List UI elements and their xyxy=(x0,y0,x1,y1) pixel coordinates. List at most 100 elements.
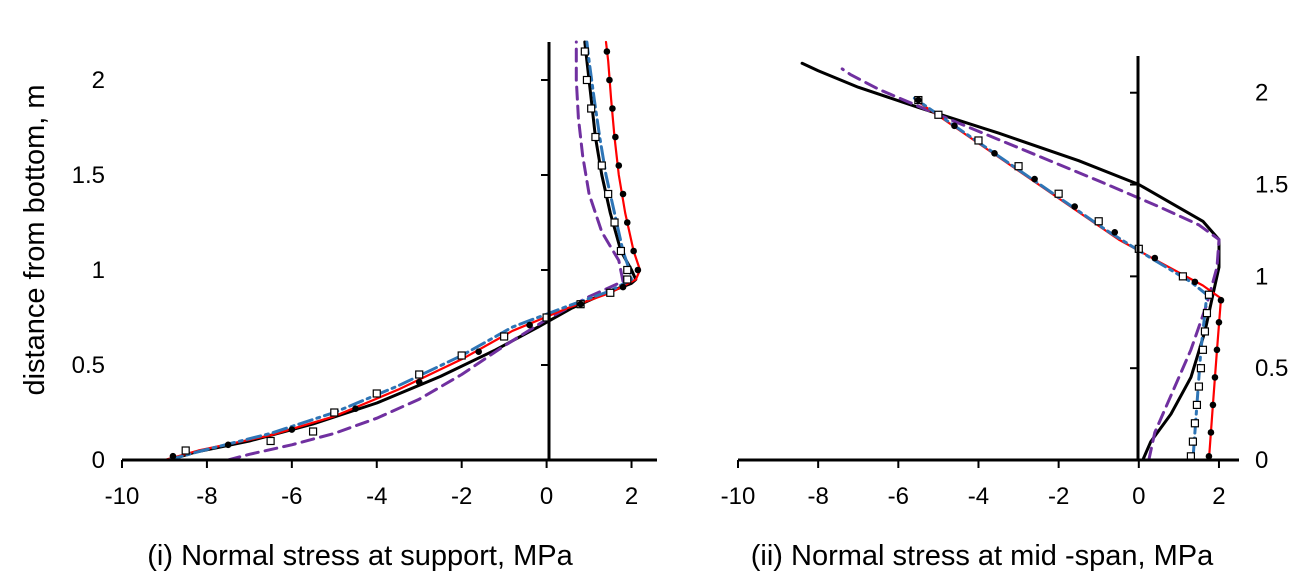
x-tick-label: -10 xyxy=(105,483,140,510)
data-point xyxy=(591,132,600,142)
data-point xyxy=(1071,203,1078,210)
data-point xyxy=(1192,400,1202,410)
data-point xyxy=(526,321,533,329)
x-axis-title: (i) Normal stress at support, MPa xyxy=(147,540,573,572)
x-tick-label: -2 xyxy=(1048,483,1069,510)
data-point xyxy=(616,246,626,256)
data-point xyxy=(612,133,619,141)
data-point xyxy=(1194,382,1204,391)
data-point xyxy=(1054,189,1063,198)
data-point xyxy=(1198,345,1208,354)
x-tick-label: 0 xyxy=(540,483,553,510)
data-point xyxy=(475,348,482,356)
data-point xyxy=(1211,374,1219,381)
data-point xyxy=(224,441,232,449)
data-point xyxy=(603,48,611,55)
axes-layer xyxy=(737,56,1239,468)
data-point xyxy=(1111,228,1119,236)
data-point xyxy=(634,266,642,274)
y-tick-label: 0.5 xyxy=(1255,355,1288,382)
series-5-markers xyxy=(915,96,1225,460)
data-point xyxy=(580,47,589,56)
data-point xyxy=(1151,254,1159,262)
series-2-line xyxy=(163,40,642,462)
x-tick-label: -8 xyxy=(196,483,217,510)
y-tick-label: 1 xyxy=(92,257,105,284)
data-point xyxy=(582,75,592,85)
data-point xyxy=(266,436,275,446)
y-axis-title: distance from bottom, m xyxy=(19,84,51,395)
series-5-markers xyxy=(169,48,642,460)
data-point xyxy=(308,427,318,436)
series-layer xyxy=(800,61,1225,462)
series-1-line xyxy=(840,67,1221,462)
y-tick-label: 0.5 xyxy=(72,352,105,379)
x-axis-title: (ii) Normal stress at mid -span, MPa xyxy=(751,540,1214,572)
data-point xyxy=(1215,318,1223,326)
y-tick-label: 2 xyxy=(1255,80,1268,107)
data-point xyxy=(1217,296,1225,304)
chart-support: -10 -8 -6 -4 -2 0 2 0 0.5 1 1.5 2 (i) Normal stress… xyxy=(19,40,657,572)
data-point xyxy=(606,288,615,297)
data-point xyxy=(587,104,596,113)
data-point xyxy=(500,332,509,341)
series-0-line xyxy=(800,61,1221,462)
data-point xyxy=(1191,278,1199,286)
data-point xyxy=(415,378,423,386)
series-4-markers xyxy=(914,95,1214,461)
data-point xyxy=(951,122,958,130)
x-tick-label: -4 xyxy=(366,483,387,510)
series-layer xyxy=(163,40,642,462)
data-point xyxy=(1202,308,1212,318)
data-point xyxy=(169,452,177,460)
x-tick-label: -8 xyxy=(807,483,828,510)
x-tick-label: -6 xyxy=(888,483,909,510)
data-point xyxy=(623,275,632,284)
data-point xyxy=(1094,217,1103,226)
data-point xyxy=(991,150,998,157)
x-tick-label: -4 xyxy=(968,483,989,510)
data-point xyxy=(577,300,584,308)
data-point xyxy=(1205,453,1213,460)
data-point xyxy=(597,161,606,170)
y-tick-label: 0 xyxy=(1255,447,1268,474)
data-point xyxy=(1213,346,1221,354)
data-point xyxy=(974,136,983,145)
series-3-line xyxy=(167,40,633,462)
data-point xyxy=(457,351,466,360)
series-4-markers xyxy=(181,47,632,455)
data-point xyxy=(1190,419,1200,428)
data-point xyxy=(915,96,922,104)
data-point xyxy=(1196,364,1206,373)
data-point xyxy=(619,190,627,198)
data-point xyxy=(606,76,613,84)
x-tick-label: -2 xyxy=(451,483,472,510)
data-point xyxy=(604,189,613,199)
data-point xyxy=(415,370,424,379)
x-tick-label: 0 xyxy=(1132,483,1145,510)
data-point xyxy=(609,105,616,112)
x-tick-label: -6 xyxy=(281,483,302,510)
data-point xyxy=(934,110,943,119)
data-point xyxy=(623,265,632,275)
data-point xyxy=(610,218,619,227)
data-point xyxy=(1200,327,1210,336)
data-point xyxy=(1207,429,1215,436)
data-point xyxy=(330,408,339,417)
data-point xyxy=(372,389,381,398)
data-point xyxy=(1188,437,1198,446)
data-point xyxy=(1178,272,1187,281)
data-point xyxy=(623,219,631,226)
data-point xyxy=(615,162,623,169)
series-3-line xyxy=(912,96,1209,462)
data-point xyxy=(630,247,637,255)
y-tick-label: 1.5 xyxy=(72,162,105,189)
data-point xyxy=(181,446,190,455)
axes-layer xyxy=(121,42,657,468)
y-tick-label: 1 xyxy=(1255,263,1268,290)
data-point xyxy=(1204,290,1214,299)
series-0-line xyxy=(167,40,638,462)
data-point xyxy=(1031,175,1038,183)
y-tick-label: 0 xyxy=(92,447,105,474)
